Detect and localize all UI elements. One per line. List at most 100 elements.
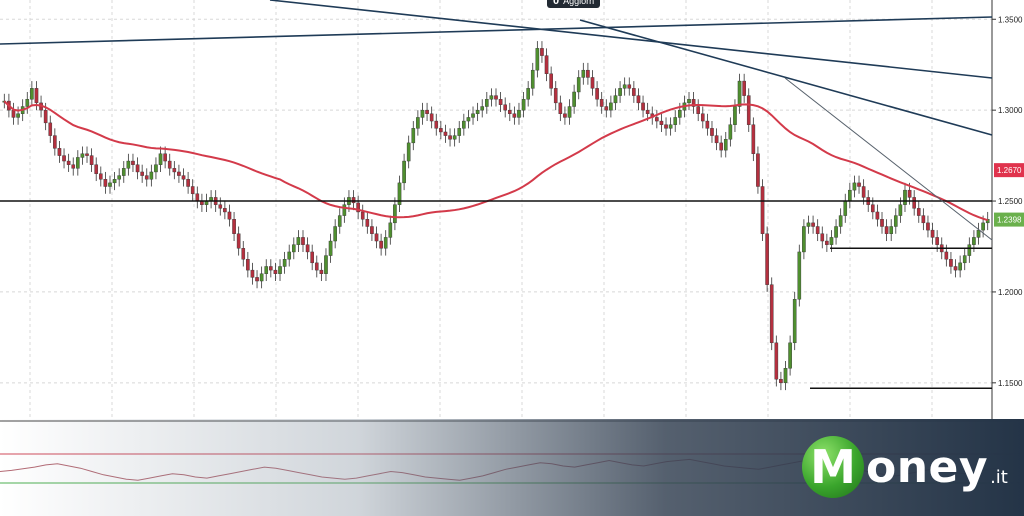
candle-body xyxy=(691,99,696,107)
candle-body xyxy=(310,251,314,264)
candle-body xyxy=(815,226,820,234)
candle-body xyxy=(287,251,292,260)
candle-body xyxy=(678,109,682,118)
candle-body xyxy=(949,259,953,267)
candle-body xyxy=(687,99,691,104)
candle-body xyxy=(567,106,572,118)
candle-body xyxy=(953,266,958,271)
candle-body xyxy=(16,113,20,118)
candle-body xyxy=(425,109,429,114)
candle-body xyxy=(356,202,360,213)
candle-body xyxy=(889,226,894,234)
candle-body xyxy=(875,211,880,220)
candle-body xyxy=(613,95,618,104)
candle-body xyxy=(98,173,103,180)
candle-body xyxy=(540,48,544,56)
candle-body xyxy=(834,226,838,238)
candle-body xyxy=(480,106,485,111)
candle-body xyxy=(494,95,498,100)
candle-body xyxy=(967,244,972,256)
candle-body xyxy=(62,155,66,162)
candle-body xyxy=(158,153,163,165)
update-tag[interactable]: 0 Aggiorn xyxy=(547,0,601,8)
candle-body xyxy=(236,233,241,249)
candle-body xyxy=(930,229,935,238)
candle-body xyxy=(723,139,728,151)
candle-body xyxy=(140,171,144,176)
candle-body xyxy=(916,208,921,216)
moving-average-line xyxy=(3,100,989,222)
candle-body xyxy=(958,262,962,271)
candle-body xyxy=(66,160,71,165)
candle-body xyxy=(710,128,714,136)
candle-body xyxy=(802,226,806,253)
candle-body xyxy=(131,160,135,165)
candle-body xyxy=(498,99,503,105)
candle-body xyxy=(241,248,246,260)
candle-body xyxy=(553,88,558,104)
candle-body xyxy=(374,233,379,242)
candle-body xyxy=(57,148,62,156)
candle-body xyxy=(462,120,466,129)
candle-body xyxy=(186,179,190,187)
candle-body xyxy=(255,277,259,282)
candle-body xyxy=(434,120,439,129)
candle-body xyxy=(599,99,604,107)
candle-body xyxy=(604,106,609,111)
candle-body xyxy=(535,48,540,71)
candle-body xyxy=(172,168,177,173)
candle-body xyxy=(112,179,117,184)
candle-body xyxy=(576,77,581,93)
candle-body xyxy=(622,84,627,89)
candle-body xyxy=(595,88,599,100)
candle-body xyxy=(843,200,848,216)
candle-body xyxy=(466,117,471,122)
candle-body xyxy=(402,160,406,184)
candle-body xyxy=(756,153,760,187)
candle-body xyxy=(121,168,126,176)
candle-body xyxy=(618,88,622,96)
y-tick-label: 1.2500 xyxy=(998,197,1023,206)
candle-body xyxy=(25,99,30,107)
y-tick-label: 1.2000 xyxy=(998,288,1023,297)
price-label-text: 1.2670 xyxy=(997,166,1022,175)
candle-body xyxy=(659,120,664,125)
candle-body xyxy=(655,117,659,122)
candle-body xyxy=(388,222,393,238)
candle-body xyxy=(636,95,641,104)
candle-body xyxy=(30,88,34,100)
candle-body xyxy=(489,95,494,100)
candle-body xyxy=(250,269,255,278)
candle-body xyxy=(820,233,825,242)
price-label-box xyxy=(994,212,1024,227)
candle-body xyxy=(282,259,287,267)
candle-body xyxy=(232,219,236,234)
candle-body xyxy=(907,189,912,198)
candle-body xyxy=(246,259,250,271)
candle-body xyxy=(962,255,967,264)
candle-body xyxy=(581,69,586,78)
candle-body xyxy=(627,84,632,89)
candle-body xyxy=(333,226,337,242)
candle-body xyxy=(264,266,269,274)
candle-body xyxy=(696,106,701,114)
candle-body xyxy=(351,197,356,204)
candle-body xyxy=(912,197,916,209)
candle-body xyxy=(507,109,512,114)
candle-body xyxy=(632,88,636,96)
candle-body xyxy=(700,113,705,122)
candle-body xyxy=(167,160,172,169)
candle-body xyxy=(765,233,769,285)
candle-body xyxy=(530,69,535,89)
candle-body xyxy=(825,240,829,245)
candle-body xyxy=(737,80,742,107)
candle-body xyxy=(443,131,448,136)
candle-body xyxy=(291,244,296,253)
candle-body xyxy=(788,342,792,369)
price-chart: 1.3500 1.3000 1.2500 1.2000 1.1500 1.2670 1.23… xyxy=(0,0,1024,419)
candle-body xyxy=(135,164,140,173)
update-label: Aggiorn xyxy=(563,0,595,6)
logo-m-icon: M xyxy=(802,436,864,498)
candle-body xyxy=(976,229,981,238)
candle-body xyxy=(485,99,489,107)
